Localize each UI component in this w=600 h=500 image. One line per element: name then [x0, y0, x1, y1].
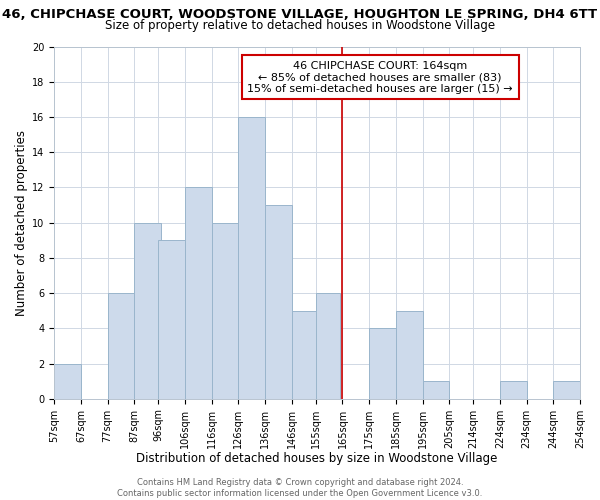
Text: 46 CHIPCHASE COURT: 164sqm
← 85% of detached houses are smaller (83)
15% of semi: 46 CHIPCHASE COURT: 164sqm ← 85% of deta…	[247, 60, 513, 94]
Bar	[422, 381, 449, 398]
Bar	[396, 310, 422, 398]
Bar	[238, 117, 265, 398]
Bar	[292, 310, 319, 398]
Bar	[316, 293, 340, 399]
Bar	[553, 381, 580, 398]
Bar	[500, 381, 527, 398]
Text: Contains HM Land Registry data © Crown copyright and database right 2024.
Contai: Contains HM Land Registry data © Crown c…	[118, 478, 482, 498]
Bar	[107, 293, 134, 399]
Text: Size of property relative to detached houses in Woodstone Village: Size of property relative to detached ho…	[105, 18, 495, 32]
X-axis label: Distribution of detached houses by size in Woodstone Village: Distribution of detached houses by size …	[136, 452, 498, 465]
Bar	[54, 364, 81, 398]
Y-axis label: Number of detached properties: Number of detached properties	[15, 130, 28, 316]
Bar	[158, 240, 185, 398]
Bar	[369, 328, 396, 398]
Bar	[265, 205, 292, 398]
Bar	[185, 188, 212, 398]
Text: 46, CHIPCHASE COURT, WOODSTONE VILLAGE, HOUGHTON LE SPRING, DH4 6TT: 46, CHIPCHASE COURT, WOODSTONE VILLAGE, …	[2, 8, 598, 20]
Bar	[134, 222, 161, 398]
Bar	[212, 222, 238, 398]
